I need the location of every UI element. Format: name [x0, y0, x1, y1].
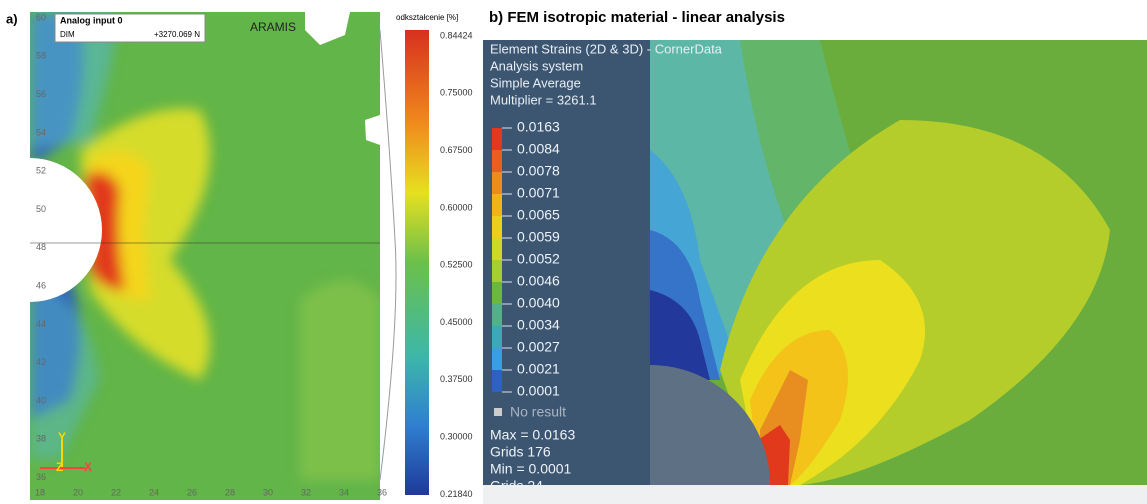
legend-footer: Grids 176 [490, 444, 551, 460]
y-tick-label: 48 [36, 242, 46, 252]
legend-header: Element Strains (2D & 3D) - CornerData [490, 41, 723, 56]
fem-map [483, 40, 1147, 504]
legend-swatch [492, 172, 502, 194]
legend-label: 0.67500 [440, 145, 473, 155]
info-title: Analog input 0 [60, 15, 123, 25]
y-tick-label: 46 [36, 280, 46, 290]
info-key: DIM [60, 30, 75, 39]
legend-label: 0.21840 [440, 489, 473, 499]
legend-label: 0.37500 [440, 374, 473, 384]
legend-label: 0.75000 [440, 88, 473, 98]
legend-label: 0.0040 [517, 295, 560, 311]
y-tick-label: 36 [36, 472, 46, 482]
legend-label: 0.0071 [517, 185, 560, 201]
legend-label: 0.0078 [517, 163, 560, 179]
legend-footer: Max = 0.0163 [490, 427, 575, 443]
x-tick-label: 32 [301, 487, 311, 497]
legend-label: 0.0052 [517, 251, 560, 267]
x-tick-label: 18 [35, 487, 45, 497]
legend-label: 0.0021 [517, 361, 560, 377]
x-tick-label: 30 [263, 487, 273, 497]
y-tick-label: 38 [36, 434, 46, 444]
legend-footer: Min = 0.0001 [490, 461, 572, 477]
y-tick-label: 56 [36, 89, 46, 99]
legend-swatch [492, 348, 502, 370]
info-value: +3270.069 N [154, 30, 200, 39]
x-tick-label: 28 [225, 487, 235, 497]
legend-label: 0.0084 [517, 141, 560, 157]
no-result: No result [510, 404, 566, 420]
x-tick-label: 34 [339, 487, 349, 497]
software-name: ARAMIS [250, 20, 296, 34]
legend-label: 0.0001 [517, 383, 560, 399]
legend-swatch [492, 282, 502, 304]
axis-label: Y [58, 430, 66, 444]
x-tick-label: 26 [187, 487, 197, 497]
y-tick-label: 58 [36, 51, 46, 61]
legend-swatch [492, 304, 502, 326]
legend-swatch [492, 238, 502, 260]
legend-label: 0.60000 [440, 202, 473, 212]
legend-header: Analysis system [490, 58, 583, 73]
legend-label: 0.84424 [440, 30, 473, 40]
legend-label: 0.52500 [440, 260, 473, 270]
x-tick-label: 20 [73, 487, 83, 497]
y-tick-label: 42 [36, 357, 46, 367]
panel-title: b) FEM isotropic material - linear analy… [489, 9, 785, 26]
dic-map: Analog input 0 DIM +3270.069 N ARAMIS [30, 12, 380, 500]
legend-swatch [492, 370, 502, 392]
legend-title: odkształcenie [%] [396, 13, 458, 22]
legend-label: 0.0046 [517, 273, 560, 289]
legend-header: Simple Average [490, 75, 581, 90]
legend-swatch [492, 194, 502, 216]
legend-label: 0.30000 [440, 431, 473, 441]
x-tick-label: 22 [111, 487, 121, 497]
y-tick-label: 60 [36, 12, 46, 22]
x-tick-label: 36 [377, 487, 387, 497]
axis-label: X [84, 460, 92, 474]
y-tick-label: 40 [36, 395, 46, 405]
legend-swatch [492, 216, 502, 238]
panel-label: a) [6, 11, 18, 26]
legend-swatch [492, 260, 502, 282]
y-tick-label: 52 [36, 166, 46, 176]
legend-label: 0.0065 [517, 207, 560, 223]
x-tick-label: 24 [149, 487, 159, 497]
legend-swatch [492, 150, 502, 172]
legend-footer: Grids 24 [490, 478, 543, 494]
legend-label: 0.45000 [440, 317, 473, 327]
legend-label: 0.0034 [517, 317, 560, 333]
colorbar [405, 30, 429, 495]
y-tick-label: 44 [36, 319, 46, 329]
y-tick-label: 54 [36, 127, 46, 137]
legend-header: Multiplier = 3261.1 [490, 92, 597, 107]
legend-swatch [492, 128, 502, 150]
legend-label: 0.0027 [517, 339, 560, 355]
axis-label: Z [56, 460, 63, 474]
legend-label: 0.0163 [517, 119, 560, 135]
y-tick-label: 50 [36, 204, 46, 214]
legend-swatch [492, 326, 502, 348]
legend-label: 0.0059 [517, 229, 560, 245]
